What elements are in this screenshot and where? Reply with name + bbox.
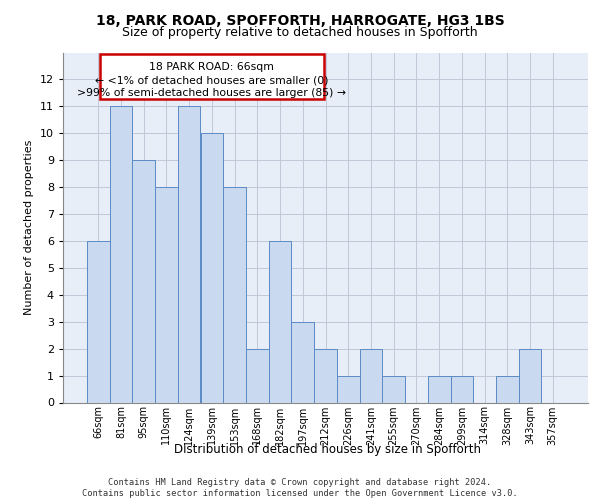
Bar: [178, 106, 200, 403]
Bar: [133, 160, 155, 402]
Bar: [246, 348, 269, 403]
Text: 18 PARK ROAD: 66sqm: 18 PARK ROAD: 66sqm: [149, 62, 274, 72]
Y-axis label: Number of detached properties: Number of detached properties: [24, 140, 34, 315]
Bar: [382, 376, 405, 402]
FancyBboxPatch shape: [100, 54, 323, 99]
Bar: [223, 187, 246, 402]
Bar: [451, 376, 473, 402]
Bar: [518, 348, 541, 403]
Bar: [314, 348, 337, 403]
Text: Contains HM Land Registry data © Crown copyright and database right 2024.
Contai: Contains HM Land Registry data © Crown c…: [82, 478, 518, 498]
Bar: [496, 376, 518, 402]
Bar: [155, 187, 178, 402]
Bar: [269, 241, 292, 402]
Text: Size of property relative to detached houses in Spofforth: Size of property relative to detached ho…: [122, 26, 478, 39]
Text: >99% of semi-detached houses are larger (85) →: >99% of semi-detached houses are larger …: [77, 88, 346, 98]
Text: Distribution of detached houses by size in Spofforth: Distribution of detached houses by size …: [173, 442, 481, 456]
Bar: [200, 134, 223, 402]
Bar: [359, 348, 382, 403]
Bar: [337, 376, 359, 402]
Bar: [110, 106, 133, 403]
Bar: [292, 322, 314, 402]
Bar: [428, 376, 451, 402]
Bar: [87, 241, 110, 402]
Text: 18, PARK ROAD, SPOFFORTH, HARROGATE, HG3 1BS: 18, PARK ROAD, SPOFFORTH, HARROGATE, HG3…: [95, 14, 505, 28]
Text: ← <1% of detached houses are smaller (0): ← <1% of detached houses are smaller (0): [95, 75, 329, 85]
